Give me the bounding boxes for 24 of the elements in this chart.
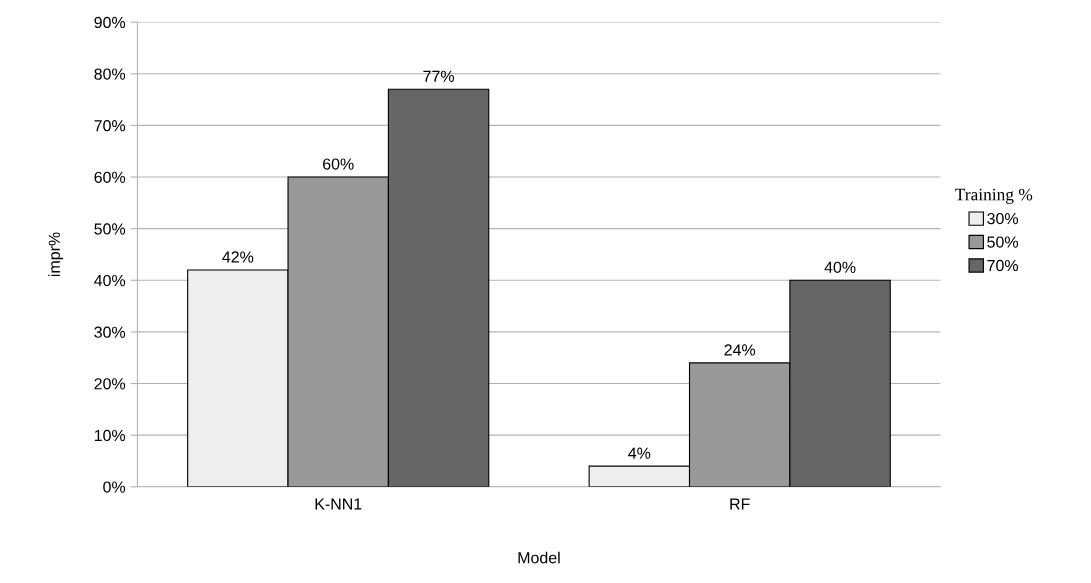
x-tick-label: K-NN1	[315, 498, 362, 510]
y-axis-title: impr%	[48, 232, 64, 277]
y-tick-label: 0%	[103, 481, 126, 493]
text: 42%	[222, 251, 254, 263]
legend-label: 50%	[987, 236, 1018, 248]
legend-label: 70%	[987, 259, 1018, 272]
y-tick-label: 60%	[94, 171, 126, 183]
y-tick-label: 10%	[94, 429, 126, 442]
x-axis-title: Model	[518, 551, 560, 564]
text: 77%	[423, 70, 454, 82]
text: 24%	[724, 344, 756, 356]
y-tick-label: 80%	[94, 68, 126, 80]
y-tick-label: 40%	[94, 274, 126, 287]
y-tick-label: 70%	[94, 120, 126, 132]
y-tick-label: 20%	[94, 378, 126, 390]
y-tick-label: 30%	[94, 326, 126, 338]
text: 40%	[824, 261, 856, 273]
x-tick-label: RF	[730, 498, 750, 510]
legend-label: 30%	[987, 212, 1018, 225]
y-tick-label: 90%	[94, 16, 126, 29]
text: 60%	[323, 158, 354, 170]
text: 4%	[628, 447, 651, 459]
legend-title: Training %	[955, 188, 1033, 204]
y-tick-label: 50%	[94, 223, 126, 235]
